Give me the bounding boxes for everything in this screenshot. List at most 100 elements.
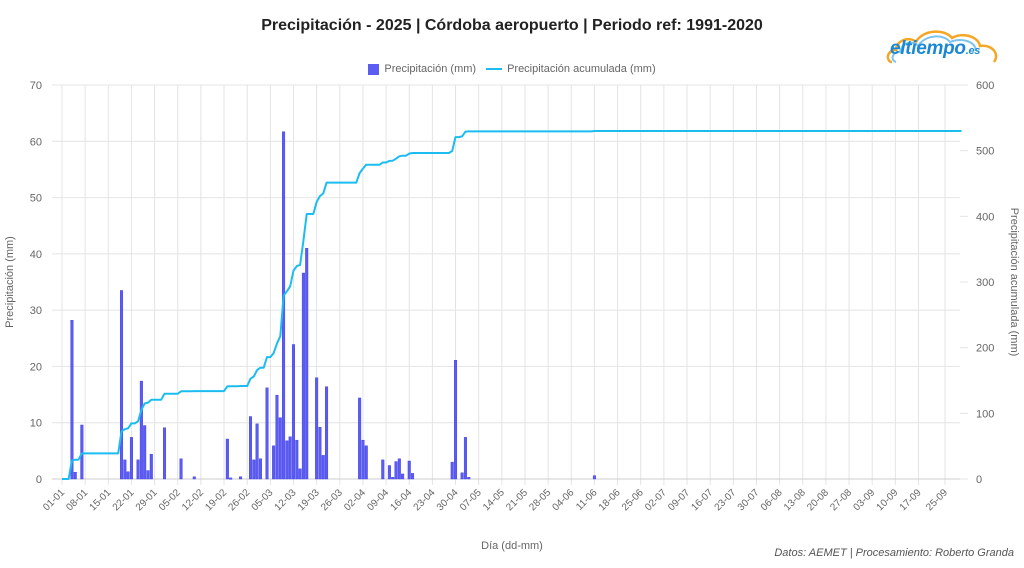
x-tick-label: 05-03: [250, 487, 276, 513]
x-tick-label: 09-07: [666, 487, 692, 513]
x-tick-label: 01-01: [41, 487, 67, 513]
y-tick-label: 30: [30, 305, 42, 317]
x-tick-label: 11-06: [574, 487, 600, 513]
x-tick-label: 02-04: [342, 487, 368, 513]
legend-item-cumulative[interactable]: Precipitación acumulada (mm): [486, 63, 656, 75]
y2-tick-label: 200: [976, 343, 994, 355]
x-tick-label: 27-08: [828, 487, 854, 513]
y-tick-label: 10: [30, 418, 42, 430]
precip-bar: [288, 436, 292, 480]
y2-tick-label: 100: [976, 408, 994, 420]
precip-bar: [361, 439, 365, 480]
precip-bar: [407, 460, 411, 480]
precip-bar: [301, 272, 305, 480]
precip-bar: [149, 454, 153, 480]
line-swatch-icon: [486, 68, 503, 70]
precip-bar: [120, 290, 124, 480]
y-tick-label: 70: [30, 80, 42, 92]
precip-bar: [298, 468, 302, 480]
precip-bar: [364, 445, 368, 480]
precip-bar: [397, 458, 401, 480]
precip-bar: [136, 459, 140, 480]
x-tick-label: 06-08: [759, 487, 785, 513]
cumulative-line: [62, 130, 962, 480]
precip-bar: [252, 459, 256, 480]
legend-label: Precipitación (mm): [384, 63, 477, 75]
x-tick-label: 21-05: [504, 487, 530, 513]
y-axis-label: Precipitación (mm): [4, 236, 16, 328]
precip-bar: [592, 475, 596, 480]
precip-bar: [143, 425, 147, 480]
bar-swatch-icon: [368, 63, 380, 75]
y-tick-label: 40: [30, 249, 42, 261]
legend-item-precip[interactable]: Precipitación (mm): [368, 63, 476, 75]
x-tick-label: 19-03: [296, 487, 322, 513]
y-tick-label: 20: [30, 361, 42, 373]
y-tick-label: 0: [36, 474, 42, 486]
x-tick-label: 12-02: [180, 487, 206, 513]
x-tick-label: 17-09: [898, 487, 924, 513]
x-tick-label: 22-01: [111, 487, 137, 513]
x-tick-label: 26-02: [226, 487, 252, 513]
precip-bar: [305, 248, 309, 480]
x-tick-label: 07-05: [458, 487, 484, 513]
y2-tick-label: 300: [976, 277, 994, 289]
precip-bar: [401, 473, 405, 480]
x-tick-label: 08-01: [64, 487, 90, 513]
y2-tick-label: 500: [976, 146, 994, 158]
precip-bar: [387, 465, 391, 480]
precip-bar: [467, 477, 471, 480]
y2-tick-label: 400: [976, 211, 994, 223]
precip-bar: [123, 459, 127, 480]
precip-bar: [463, 437, 467, 480]
x-tick-label: 15-01: [88, 487, 114, 513]
precip-bar: [255, 423, 259, 480]
x-tick-label: 30-07: [736, 487, 762, 513]
precip-bar: [315, 377, 319, 480]
y-tick-label: 60: [30, 136, 42, 148]
precip-bar: [450, 461, 454, 480]
x-tick-label: 03-09: [851, 487, 877, 513]
eltiempo-logo[interactable]: eltiempo.es: [886, 28, 1006, 68]
x-tick-label: 12-03: [273, 487, 299, 513]
precip-bar: [460, 472, 464, 480]
legend-label: Precipitación acumulada (mm): [507, 63, 656, 75]
data-credits: Datos: AEMET | Procesamiento: Roberto Gr…: [774, 547, 1014, 559]
x-tick-label: 25-09: [924, 487, 950, 513]
y-tick-label: 50: [30, 193, 42, 205]
precip-bar: [73, 472, 77, 480]
x-tick-label: 16-04: [388, 487, 414, 513]
precip-bar: [146, 470, 150, 480]
x-tick-label: 09-04: [365, 487, 391, 513]
precip-bar: [282, 131, 286, 480]
x-tick-label: 02-07: [643, 487, 669, 513]
precip-bar: [225, 438, 229, 480]
y2-tick-label: 600: [976, 80, 994, 92]
precip-bar: [272, 445, 276, 480]
precip-bar: [391, 477, 395, 480]
precip-bar: [126, 471, 130, 480]
precip-bar: [285, 440, 289, 480]
x-tick-label: 25-06: [620, 487, 646, 513]
precip-bar: [325, 386, 329, 480]
x-tick-label: 28-05: [527, 487, 553, 513]
precip-bar: [229, 477, 233, 480]
precip-bar: [275, 394, 279, 480]
precip-bar: [454, 360, 458, 480]
precip-bar: [139, 380, 143, 480]
precip-bar: [318, 427, 322, 480]
x-tick-label: 16-07: [689, 487, 715, 513]
precip-bar: [278, 417, 282, 480]
cloud-logo-icon: [886, 30, 998, 64]
precip-bar: [129, 437, 133, 480]
precip-bar: [179, 458, 183, 480]
precip-bar: [411, 473, 415, 480]
precip-bar: [291, 344, 295, 480]
precip-bar: [321, 455, 325, 480]
precip-bar: [163, 427, 167, 480]
y2-axis-label: Precipitación acumulada (mm): [1008, 208, 1020, 357]
x-axis-label: Día (dd-mm): [481, 540, 543, 552]
y2-tick-label: 0: [976, 474, 982, 486]
x-tick-label: 04-06: [551, 487, 577, 513]
